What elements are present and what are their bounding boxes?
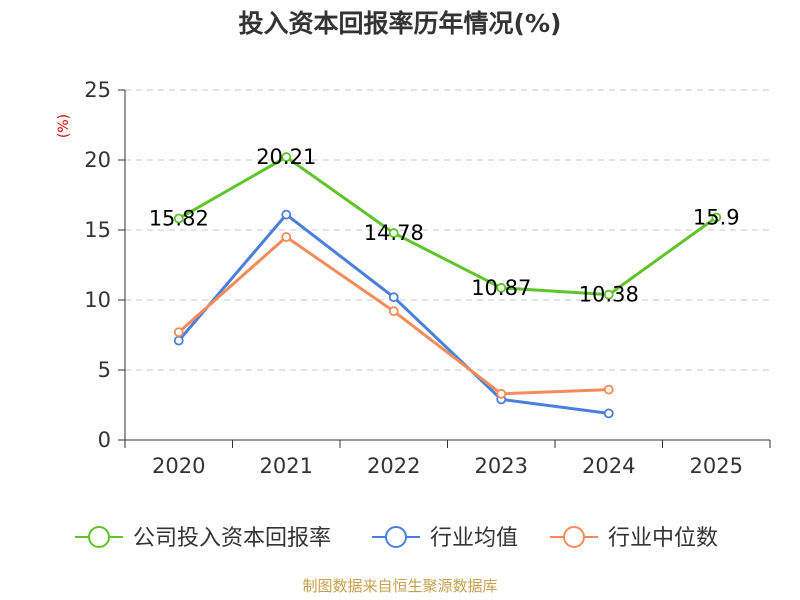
legend-marker-2 <box>563 526 585 548</box>
y-tick-label: 25 <box>84 78 111 102</box>
y-tick-label: 0 <box>98 428 111 452</box>
series-line-0 <box>178 155 718 297</box>
x-tick-label: 2021 <box>260 454 313 478</box>
data-point <box>388 228 399 238</box>
data-point <box>173 327 184 338</box>
data-point <box>496 388 507 399</box>
data-point <box>496 282 507 293</box>
y-tick-label: 5 <box>98 358 111 382</box>
y-axis-unit-label: (%) <box>56 114 72 138</box>
data-point <box>603 384 614 395</box>
data-point <box>173 335 184 346</box>
data-label: 15.82 <box>149 207 209 231</box>
data-point <box>388 306 399 317</box>
legend-label-0: 公司投入资本回报率 <box>133 526 331 551</box>
data-point <box>603 289 614 300</box>
data-label: 15.9 <box>693 205 740 229</box>
legend: 公司投入资本回报率 行业均值 行业中位数 <box>75 526 718 551</box>
series-lines <box>173 152 722 419</box>
legend-marker-1 <box>385 526 407 548</box>
data-label: 14.78 <box>364 221 424 245</box>
y-tick-label: 15 <box>84 218 111 242</box>
data-point <box>173 213 184 224</box>
data-point <box>603 408 614 419</box>
source-note: 制图数据来自恒生聚源数据库 <box>302 577 498 595</box>
x-tick-label: 2023 <box>475 454 528 478</box>
x-tick-label: 2022 <box>367 454 420 478</box>
data-point <box>388 292 399 303</box>
legend-label-2: 行业中位数 <box>608 526 718 551</box>
legend-marker-0 <box>88 526 110 548</box>
legend-label-1: 行业均值 <box>430 526 518 551</box>
data-labels: 15.82 20.21 14.78 10.87 10.38 15.9 <box>149 145 740 307</box>
y-tick-label: 20 <box>84 148 111 172</box>
data-point <box>281 232 292 242</box>
grid-lines <box>125 89 770 371</box>
x-tick-label: 2024 <box>582 454 635 478</box>
x-tick-label: 2025 <box>690 454 743 478</box>
data-point <box>711 212 722 223</box>
data-point <box>281 152 292 162</box>
data-label: 20.21 <box>256 145 316 169</box>
y-tick-label: 10 <box>84 288 111 312</box>
data-label: 10.87 <box>471 276 531 300</box>
chart-title: 投入资本回报率历年情况(%) <box>238 9 562 38</box>
data-label: 10.38 <box>579 283 639 307</box>
x-tick-label: 2020 <box>152 454 205 478</box>
data-point <box>281 209 292 220</box>
